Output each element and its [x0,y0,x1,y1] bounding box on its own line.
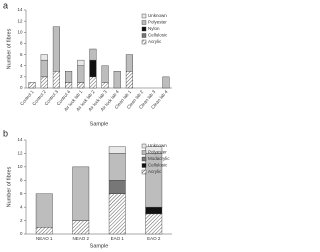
bar-segment [52,71,60,89]
bar-segment [40,54,48,61]
bar-segment [77,59,85,66]
bar-segment [35,227,53,235]
x-axis-label: Sample [90,243,109,249]
y-tick-label: 0 [20,85,23,90]
y-tick-label: 6 [20,52,23,57]
legend-swatch [141,20,147,25]
legend-label: Modacrylic [148,156,170,161]
bar-segment [125,71,133,89]
bar-segment [108,146,126,154]
y-tick-label: 14 [17,7,23,12]
panel-label: b [3,128,8,138]
bar-segment [40,59,48,78]
legend-label: Cellulosic [148,33,168,38]
legend-label: Polyester [148,150,167,155]
bar-segment [108,193,126,235]
bar-segment [35,193,53,228]
bar-segment [89,59,97,78]
bar-segment [108,180,126,194]
legend-swatch [141,143,147,149]
bar-segment [65,82,73,89]
bar-segment [145,206,163,215]
bar-segment [28,82,36,89]
legend-label: Nylon [148,26,160,31]
y-tick-label: 4 [20,204,23,209]
legend-swatch [141,26,147,32]
y-tick-label: 14 [17,137,23,142]
y-tick-label: 6 [20,191,23,196]
bar-segment [65,71,73,83]
y-tick-label: 12 [17,151,23,156]
legend-label: Polyester [148,20,167,25]
bar-segment [72,166,90,221]
bar-segment [145,213,163,235]
bar-segment [125,54,133,72]
x-axis-label: Sample [90,121,109,127]
legend-label: Unknown [148,13,167,18]
legend-label: Acrylic [148,169,162,174]
legend-swatch [141,33,147,38]
bar-segment [145,146,163,154]
bar-segment [101,65,109,83]
x-tick-label: NEAO 2 [72,236,89,241]
bar-segment [145,153,163,208]
legend-swatch [141,39,147,45]
bar-segment [77,82,85,89]
legend-swatch [141,156,147,162]
legend-swatch [141,169,147,175]
y-tick-label: 4 [20,63,23,68]
bar-segment [72,220,90,235]
bar-segment [108,153,126,181]
y-tick-label: 0 [20,231,23,236]
bar-segment [113,71,121,89]
bar-segment [89,76,97,89]
legend-label: Unknown [148,143,167,148]
y-tick-label: 8 [20,177,23,182]
y-axis-label: Number of fibres [6,28,12,69]
legend-label: Acrylic [148,39,162,44]
y-tick-label: 2 [20,74,23,79]
bar-segment [40,76,48,89]
y-tick-label: 10 [17,164,23,169]
bar-segment [89,48,97,61]
x-tick-label: EAO 1 [111,236,125,241]
legend-swatch [141,150,147,155]
bar-segment [77,65,85,83]
bar-segment [101,82,109,89]
y-axis-label: Number of fibres [6,166,12,207]
x-tick-label: EAO 2 [147,236,161,241]
y-tick-label: 10 [17,29,23,34]
legend-swatch [141,13,147,19]
x-tick-label: NEAO 1 [36,236,53,241]
y-tick-label: 2 [20,218,23,223]
bar-segment [162,76,170,89]
y-tick-label: 12 [17,18,23,23]
panel-label: a [3,0,8,10]
legend-swatch [141,163,147,168]
legend-label: Cellulosic [148,163,168,168]
bar-segment [52,26,60,72]
y-tick-label: 8 [20,41,23,46]
